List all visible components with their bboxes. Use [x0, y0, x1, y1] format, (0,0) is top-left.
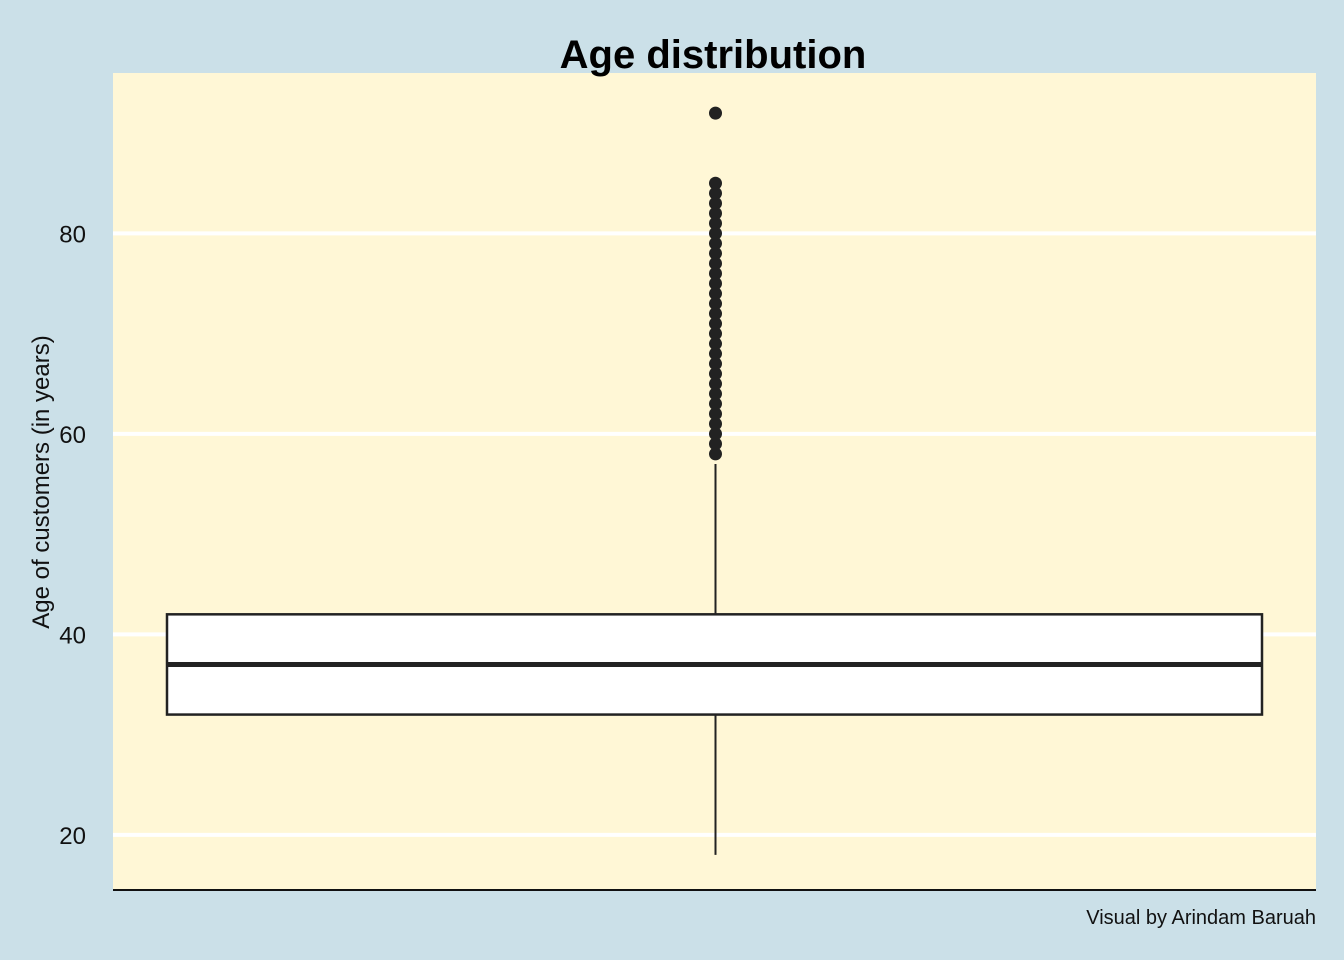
outlier-point-24: [709, 206, 722, 220]
outlier-point-7: [709, 377, 722, 391]
outlier-point-18: [709, 266, 722, 280]
outlier-point-20: [709, 246, 722, 260]
outlier-point-0: [709, 447, 722, 461]
outlier-point-15: [709, 297, 722, 311]
outlier-point-1: [709, 437, 722, 451]
outlier-point-16: [709, 287, 722, 301]
chart-title: Age distribution: [560, 33, 867, 77]
y-tick-label-40: 40: [59, 622, 86, 649]
outlier-point-2: [709, 427, 722, 441]
caption: Visual by Arindam Baruah: [1086, 907, 1316, 929]
y-tick-label-80: 80: [59, 221, 86, 248]
outlier-point-26: [709, 186, 722, 200]
outlier-point-23: [709, 216, 722, 230]
outlier-point-6: [709, 387, 722, 401]
outliers: [709, 106, 722, 461]
outlier-point-4: [709, 407, 722, 421]
outlier-point-9: [709, 357, 722, 371]
outlier-point-19: [709, 256, 722, 270]
outlier-point-3: [709, 417, 722, 431]
outlier-point-27: [709, 176, 722, 190]
outlier-point-14: [709, 307, 722, 321]
outlier-point-13: [709, 317, 722, 331]
outlier-point-5: [709, 397, 722, 411]
outlier-point-11: [709, 337, 722, 351]
outlier-point-12: [709, 327, 722, 341]
outlier-point-8: [709, 367, 722, 381]
outlier-point-22: [709, 226, 722, 240]
y-tick-label-60: 60: [59, 422, 86, 449]
y-tick-label-20: 20: [59, 823, 86, 850]
outlier-point-28: [709, 106, 722, 120]
outlier-point-21: [709, 236, 722, 250]
boxplot: [165, 463, 1264, 855]
outlier-point-17: [709, 277, 722, 291]
y-axis-title: Age of customers (in years): [28, 335, 55, 628]
outlier-point-10: [709, 347, 722, 361]
outlier-point-25: [709, 196, 722, 210]
y-axis-ticks: 20 40 60 80: [59, 221, 86, 849]
